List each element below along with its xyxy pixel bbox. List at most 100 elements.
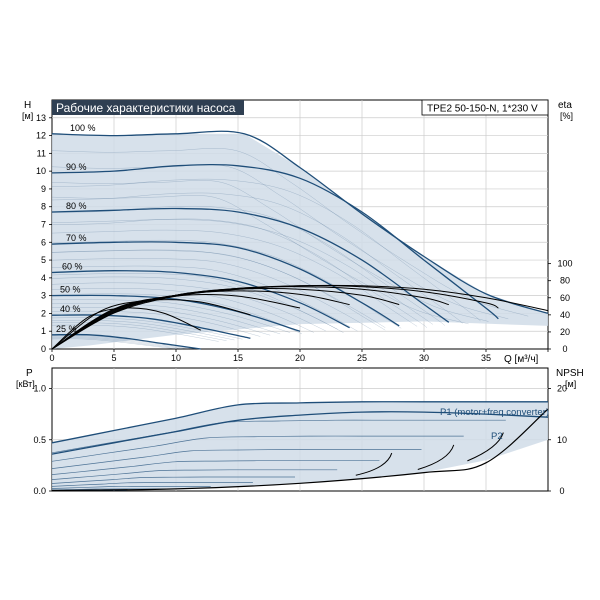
speed-label: 50 % bbox=[60, 285, 81, 295]
power-axis-title: P bbox=[26, 368, 33, 379]
x-tick-label: 0 bbox=[49, 353, 54, 363]
power-tick-label: 0.5 bbox=[33, 435, 46, 445]
y-tick-label: 3 bbox=[41, 291, 46, 301]
head-chart: 100 %90 %80 %70 %60 %50 %40 %25 % 0 5 10 15… bbox=[22, 99, 573, 365]
speed-label: 25 % bbox=[56, 324, 77, 334]
efficiency-curves bbox=[51, 284, 549, 350]
intermediate-speed-curve bbox=[51, 303, 281, 335]
partial-speed-power-curve bbox=[51, 449, 422, 469]
head-curve bbox=[51, 270, 350, 329]
model-label: TPE2 50-150-N, 1*230 V bbox=[427, 104, 538, 115]
head-curve bbox=[51, 241, 400, 327]
power-series-curve bbox=[51, 411, 549, 455]
intermediate-speed-curve bbox=[51, 164, 509, 320]
chart-title: Рабочие характеристики насоса bbox=[56, 101, 236, 115]
y2-tick-label: 40 bbox=[560, 310, 570, 320]
y-tick-label: 1 bbox=[41, 326, 46, 336]
p2-annotation: P2 bbox=[491, 431, 503, 442]
head-curve bbox=[51, 314, 251, 339]
y-tick-label: 9 bbox=[41, 184, 46, 194]
speed-label: 100 % bbox=[70, 123, 96, 133]
y-tick-label: 12 bbox=[36, 131, 46, 141]
speed-label: 60 % bbox=[62, 262, 83, 272]
intermediate-speed-curve bbox=[51, 273, 344, 333]
power-axis-unit: [кВт] bbox=[16, 379, 35, 389]
power-tick-label: 1.0 bbox=[33, 384, 46, 394]
y2-tick-label: 80 bbox=[560, 276, 570, 286]
power-chart: 0.0 0.5 1.0 0 10 20 P [кВт] NPSH [м] P1 (mot… bbox=[16, 367, 584, 496]
x-tick-label: 35 bbox=[481, 353, 491, 363]
npsh-tick-label: 10 bbox=[557, 435, 567, 445]
x-tick-label: 25 bbox=[357, 353, 367, 363]
y-tick-label: 2 bbox=[41, 308, 46, 318]
y-tick-label: 5 bbox=[41, 255, 46, 265]
efficiency-curve bbox=[51, 299, 251, 350]
speed-labels: 100 % 90 % 80 % 70 % 60 % 50 % 40 % 25 % bbox=[56, 123, 96, 334]
y-tick-label: 13 bbox=[36, 113, 46, 123]
speed-label: 80 % bbox=[66, 201, 87, 211]
intermediate-speed-curve bbox=[51, 282, 326, 332]
x-tick-label: 15 bbox=[233, 353, 243, 363]
speed-label: 90 % bbox=[66, 162, 87, 172]
intermediate-speed-curve bbox=[51, 310, 261, 337]
power-curves bbox=[51, 401, 549, 492]
efficiency-curve bbox=[51, 294, 301, 350]
y-tick-label: 10 bbox=[36, 166, 46, 176]
y2-axis-unit: [%] bbox=[560, 111, 573, 121]
y2-tick-label: 0 bbox=[562, 344, 567, 354]
x-tick-label: 20 bbox=[295, 353, 305, 363]
efficiency-curve bbox=[51, 290, 350, 350]
head-curve bbox=[51, 333, 201, 350]
head-curve bbox=[51, 163, 499, 320]
npsh-partial-curve bbox=[355, 452, 393, 476]
npsh-partial-curve bbox=[417, 444, 455, 470]
intermediate-speed-curve bbox=[51, 195, 469, 325]
intermediate-speed-curve bbox=[51, 322, 227, 341]
x-axis-title: Q [м³/ч] bbox=[504, 354, 539, 365]
power-series-curve bbox=[51, 408, 549, 492]
y2-axis-title: eta bbox=[558, 100, 572, 111]
speed-label: 40 % bbox=[60, 304, 81, 314]
partial-speed-power-curve bbox=[51, 482, 253, 487]
intermediate-speed-curve bbox=[51, 180, 489, 322]
p1-annotation: P1 (motor+freq.converter) bbox=[440, 407, 549, 418]
intermediate-speed-curve bbox=[51, 338, 178, 350]
y-tick-label: 7 bbox=[41, 220, 46, 230]
intermediate-speed-curve bbox=[51, 249, 386, 331]
power-range-area bbox=[52, 401, 548, 491]
y-tick-label: 4 bbox=[41, 273, 46, 283]
intermediate-speed-curve bbox=[51, 178, 481, 322]
y2-axis-ticks: 0 20 40 60 80 100 bbox=[548, 259, 573, 354]
y2-tick-label: 100 bbox=[557, 259, 572, 269]
intermediate-speed-curve bbox=[51, 336, 189, 350]
power-series-curve bbox=[51, 401, 548, 444]
partial-speed-power-curve bbox=[51, 476, 296, 484]
intermediate-speed-curve bbox=[51, 250, 386, 328]
head-curve bbox=[51, 207, 450, 323]
power-y-ticks: 0.0 0.5 1.0 bbox=[33, 384, 52, 496]
efficiency-curve bbox=[51, 287, 400, 350]
intermediate-speed-curve bbox=[51, 335, 195, 350]
chart-title-box bbox=[52, 100, 244, 115]
intermediate-speed-curve bbox=[51, 276, 338, 330]
intermediate-speed-curve bbox=[51, 218, 428, 328]
npsh-y-ticks: 0 10 20 bbox=[548, 384, 567, 496]
x-tick-label: 30 bbox=[419, 353, 429, 363]
intermediate-speed-curve bbox=[51, 299, 291, 333]
npsh-axis-title: NPSH bbox=[556, 368, 584, 379]
y2-tick-label: 60 bbox=[560, 293, 570, 303]
intermediate-speed-curve bbox=[51, 317, 243, 340]
x-tick-label: 10 bbox=[171, 353, 181, 363]
intermediate-speed-curve bbox=[51, 219, 434, 325]
intermediate-speed-curve bbox=[51, 239, 402, 329]
head-curve bbox=[51, 294, 301, 332]
efficiency-curve bbox=[51, 307, 202, 350]
npsh-partial-curve bbox=[467, 432, 504, 462]
intermediate-speed-curve bbox=[51, 192, 463, 324]
y-tick-label: 6 bbox=[41, 237, 46, 247]
head-curve bbox=[51, 130, 549, 315]
npsh-tick-label: 0 bbox=[559, 486, 564, 496]
intermediate-speed-curve bbox=[51, 265, 358, 332]
npsh-tick-label: 20 bbox=[557, 384, 567, 394]
